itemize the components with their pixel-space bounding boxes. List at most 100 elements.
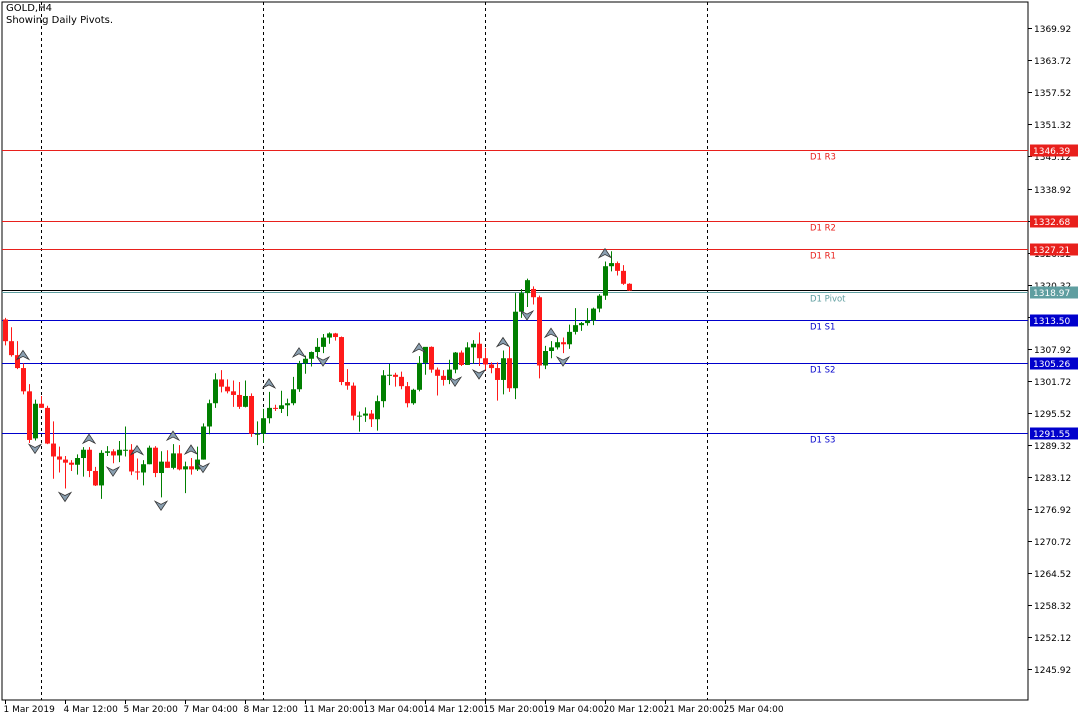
- candle-body: [267, 407, 272, 419]
- candle-body: [177, 453, 182, 470]
- pivot-level-label: D1 R1: [810, 252, 836, 262]
- candle-body: [291, 389, 296, 404]
- candle-body: [615, 263, 620, 271]
- candle-body: [171, 453, 176, 468]
- fractal-up-arrow-icon: [129, 444, 145, 456]
- candle-body: [81, 449, 86, 459]
- candle-body: [483, 358, 488, 365]
- candle-body: [321, 337, 326, 347]
- candle-body: [543, 351, 548, 366]
- candle-body: [441, 375, 446, 380]
- candle-body: [357, 415, 362, 417]
- candle-body: [111, 451, 116, 456]
- fractal-down-arrow-icon: [519, 310, 535, 321]
- fractal-up-arrow-icon: [165, 430, 181, 442]
- y-tick-label: 1245.92: [1034, 666, 1071, 676]
- candle-body: [315, 346, 320, 353]
- candle-body: [213, 379, 218, 404]
- candle-body: [585, 320, 590, 324]
- fractal-up-arrow-icon: [597, 247, 613, 259]
- pivot-price-tag: [1030, 357, 1078, 370]
- chart-symbol-label: GOLD,H4: [6, 3, 52, 14]
- pivot-level-label: D1 Pivot: [810, 295, 846, 305]
- indicator-label: Showing Daily Pivots.: [6, 15, 114, 26]
- candle-body: [453, 352, 458, 370]
- y-tick-label: 1369.92: [1034, 25, 1071, 35]
- x-tick-label: 14 Mar 12:00: [424, 705, 484, 715]
- fractal-down-arrow-icon: [195, 462, 211, 474]
- candle-body: [69, 462, 74, 465]
- candle-body: [117, 449, 122, 456]
- pivot-level-label: D1 S1: [810, 323, 835, 333]
- fractal-down-arrow-icon: [315, 356, 331, 367]
- x-tick-label: 5 Mar 20:00: [124, 705, 179, 715]
- candle-body: [45, 407, 50, 444]
- candle-body: [369, 413, 374, 420]
- candle-body: [273, 407, 278, 409]
- x-tick-label: 25 Mar 04:00: [724, 705, 784, 715]
- x-tick-label: 21 Mar 20:00: [664, 705, 724, 715]
- candle-body: [309, 352, 314, 359]
- candle-body: [495, 368, 500, 380]
- candle-body: [243, 395, 248, 407]
- candle-body: [159, 461, 164, 474]
- candle-body: [351, 385, 356, 416]
- candle-body: [303, 358, 308, 364]
- pivot-price-tag: [1030, 215, 1078, 228]
- candle-body: [249, 395, 254, 434]
- x-tick-label: 13 Mar 04:00: [364, 705, 424, 715]
- candle-body: [429, 346, 434, 370]
- candle-body: [339, 337, 344, 383]
- fractal-up-arrow-icon: [411, 342, 427, 354]
- pivot-price-tag: [1030, 243, 1078, 256]
- candle-body: [375, 401, 380, 420]
- x-tick-label: 1 Mar 2019: [4, 705, 56, 715]
- y-tick-label: 1270.72: [1034, 538, 1071, 548]
- candle-body: [387, 374, 392, 376]
- fractal-down-arrow-icon: [153, 500, 169, 512]
- y-tick-label: 1258.32: [1034, 602, 1071, 612]
- pivot-level-label: D1 R3: [810, 153, 836, 163]
- candle-body: [399, 376, 404, 387]
- y-tick-label: 1301.72: [1034, 378, 1071, 388]
- candle-body: [591, 308, 596, 321]
- candle-body: [519, 293, 524, 312]
- candle-body: [381, 375, 386, 402]
- fractal-up-arrow-icon: [183, 444, 199, 456]
- candle-body: [21, 368, 26, 392]
- candle-body: [297, 363, 302, 390]
- fractal-down-arrow-icon: [57, 491, 73, 503]
- pivot-price-tag-label: 1305.26: [1033, 360, 1070, 370]
- candle-body: [501, 358, 506, 380]
- candle-body: [123, 449, 128, 451]
- candle-body: [465, 347, 470, 365]
- candle-body: [261, 418, 266, 434]
- pivot-price-tag: [1030, 314, 1078, 327]
- candle-body: [129, 449, 134, 472]
- candle-body: [3, 319, 8, 342]
- candle-body: [447, 369, 452, 380]
- candle-body: [627, 283, 632, 291]
- candle-body: [99, 452, 104, 486]
- candle-body: [507, 358, 512, 389]
- y-tick-label: 1295.52: [1034, 410, 1071, 420]
- candle-body: [285, 403, 290, 406]
- candle-body: [135, 471, 140, 473]
- pivot-level-label: D1 S3: [810, 436, 835, 446]
- pivot-price-tag-label: 1318.97: [1033, 289, 1070, 299]
- candle-body: [471, 343, 476, 348]
- candle-body: [255, 433, 260, 435]
- candle-body: [567, 331, 572, 345]
- candle-body: [423, 346, 428, 363]
- candle-body: [405, 386, 410, 404]
- y-tick-label: 1289.32: [1034, 442, 1071, 452]
- fractal-down-arrow-icon: [447, 376, 463, 387]
- candle-body: [87, 449, 92, 471]
- fractal-down-arrow-icon: [555, 356, 571, 367]
- pivot-level-label: D1 R2: [810, 224, 836, 234]
- candle-body: [621, 270, 626, 284]
- fractal-up-arrow-icon: [15, 349, 31, 361]
- candle-body: [279, 405, 284, 409]
- candle-body: [153, 447, 158, 474]
